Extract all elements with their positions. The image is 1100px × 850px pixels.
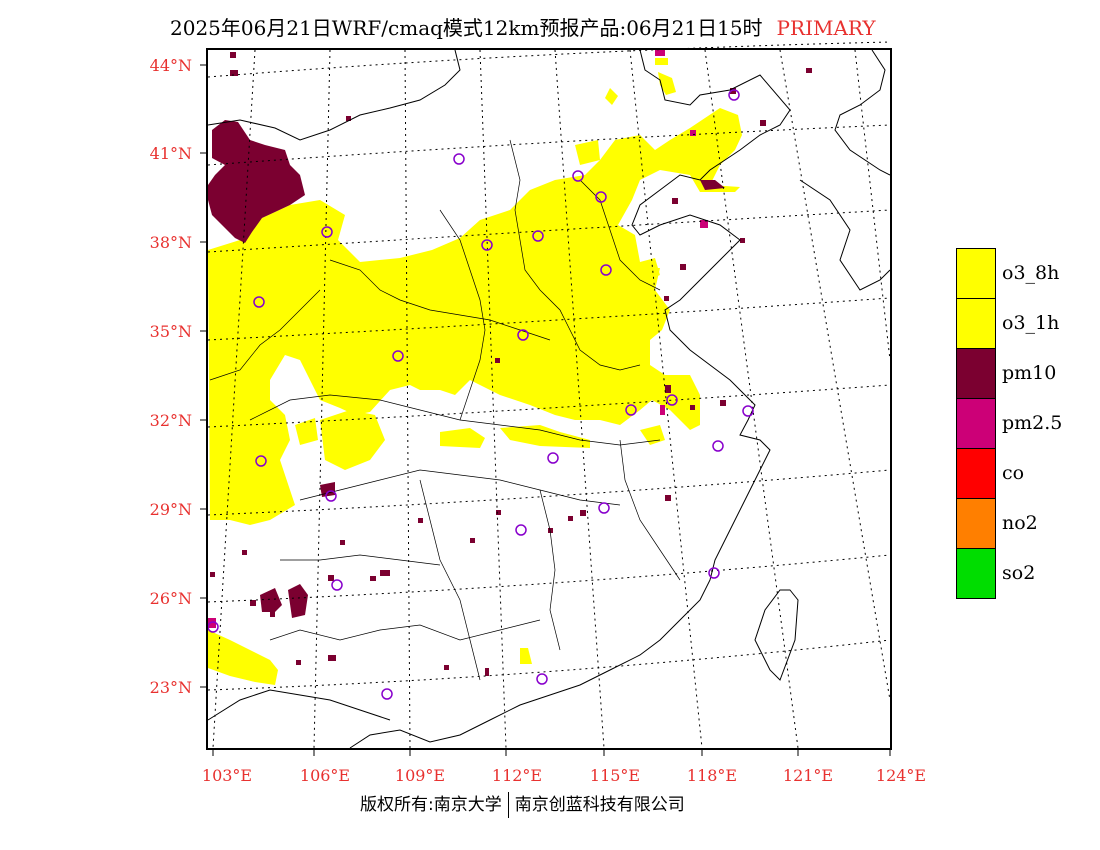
lon-label: 121°E (782, 766, 834, 785)
lon-label: 118°E (686, 766, 738, 785)
graticule (207, 41, 891, 749)
lat-label: 41°N (149, 144, 192, 163)
station-marker[interactable] (742, 405, 754, 417)
legend-label: so2 (1002, 562, 1036, 584)
province-borders (209, 139, 681, 681)
legend-swatch (956, 548, 996, 599)
station-marker[interactable] (325, 490, 337, 502)
o3-exceedance-area (208, 58, 742, 685)
lon-label: 109°E (394, 766, 446, 785)
map-frame (200, 48, 892, 756)
lon-label: 106°E (299, 766, 351, 785)
legend-label: co (1002, 462, 1025, 484)
pm10-area (208, 120, 725, 618)
station-marker[interactable] (595, 191, 607, 203)
station-marker[interactable] (728, 89, 740, 101)
lat-label: 44°N (149, 56, 192, 75)
legend-swatch (956, 248, 996, 299)
station-marker[interactable] (392, 350, 404, 362)
station-marker[interactable] (253, 296, 265, 308)
primary-tag: PRIMARY (776, 16, 876, 40)
footer-divider (507, 792, 509, 818)
map-title: 2025年06月21日WRF/cmaq模式12km预报产品:06月21日15时 P… (170, 12, 876, 41)
legend-swatch (956, 348, 996, 399)
legend-swatch (956, 298, 996, 349)
lat-label: 29°N (149, 500, 192, 519)
station-marker[interactable] (481, 239, 493, 251)
station-marker[interactable] (515, 524, 527, 536)
lat-label: 26°N (149, 589, 192, 608)
legend-label: o3_1h (1002, 312, 1060, 334)
station-marker[interactable] (712, 440, 724, 452)
legend-swatch (956, 498, 996, 549)
lon-label: 112°E (491, 766, 543, 785)
boundaries (207, 49, 891, 749)
lon-label: 115°E (589, 766, 641, 785)
station-marker[interactable] (572, 170, 584, 182)
legend-swatch (956, 398, 996, 449)
lat-label: 35°N (149, 322, 192, 341)
station-marker[interactable] (598, 502, 610, 514)
station-marker[interactable] (321, 226, 333, 238)
copyright-right: 南京创蓝科技有限公司 (514, 795, 685, 815)
station-marker[interactable] (381, 688, 393, 700)
scattered-pixels (208, 48, 812, 676)
monitoring-stations (207, 89, 754, 700)
station-marker[interactable] (547, 452, 559, 464)
station-marker[interactable] (536, 673, 548, 685)
lat-label: 38°N (149, 233, 192, 252)
legend-label: pm10 (1002, 362, 1057, 384)
station-marker[interactable] (532, 230, 544, 242)
station-marker[interactable] (708, 567, 720, 579)
station-marker[interactable] (331, 579, 343, 591)
copyright-left: 版权所有:南京大学 (360, 795, 502, 815)
lat-label: 32°N (149, 411, 192, 430)
lat-label: 23°N (149, 678, 192, 697)
legend-label: pm2.5 (1002, 412, 1063, 434)
station-marker[interactable] (453, 153, 465, 165)
station-marker[interactable] (625, 404, 637, 416)
title-text: 2025年06月21日WRF/cmaq模式12km预报产品:06月21日15时 (170, 16, 763, 40)
station-marker[interactable] (600, 264, 612, 276)
lon-label: 124°E (875, 766, 927, 785)
station-marker[interactable] (517, 329, 529, 341)
lon-label: 103°E (201, 766, 253, 785)
station-marker[interactable] (255, 455, 267, 467)
legend-swatch (956, 448, 996, 499)
copyright-footer: 版权所有:南京大学 南京创蓝科技有限公司 (360, 790, 685, 818)
legend-label: o3_8h (1002, 262, 1060, 284)
legend-label: no2 (1002, 512, 1038, 534)
station-marker[interactable] (666, 394, 678, 406)
